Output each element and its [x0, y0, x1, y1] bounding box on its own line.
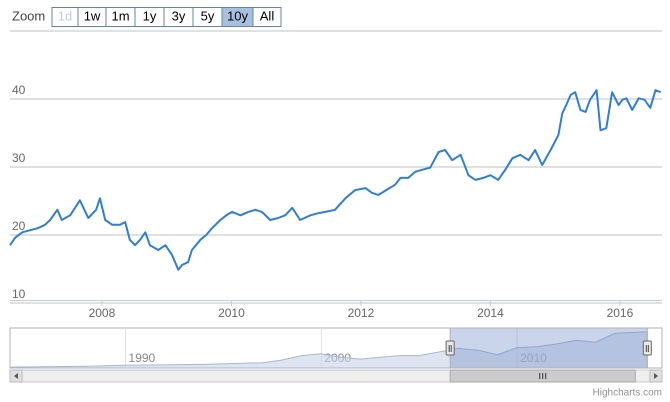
y-tick-label: 10: [12, 287, 26, 301]
price-line: [9, 89, 662, 271]
zoom-button[interactable]: 3y: [163, 7, 194, 27]
x-tick-label: 2010: [218, 306, 245, 320]
navigator-handle[interactable]: [642, 340, 652, 356]
navigator-selection[interactable]: [449, 327, 648, 369]
zoom-button[interactable]: 5y: [192, 7, 223, 27]
zoom-button-label: 1d: [58, 8, 72, 23]
zoom-button[interactable]: 1w: [77, 7, 107, 27]
zoom-button-label[interactable]: 1w: [84, 8, 101, 23]
y-tick-label: 20: [12, 219, 26, 233]
zoom-button-label[interactable]: 10y: [227, 8, 248, 23]
credits[interactable]: Highcharts.com: [593, 388, 662, 399]
navigator: 199020002010: [9, 327, 663, 369]
zoom-button-label[interactable]: 1m: [111, 8, 129, 23]
zoom-button[interactable]: 1y: [134, 7, 165, 27]
navigator-handle[interactable]: [445, 340, 455, 356]
x-tick-label: 2016: [607, 306, 634, 320]
main-plot: 10 20 30 40 2008 2010 2012 2014 2016: [9, 83, 662, 320]
range-selector: Zoom 1d 1w 1m 1y 3y 5y 10y All: [12, 7, 282, 27]
zoom-button-label[interactable]: 1y: [143, 8, 157, 23]
zoom-button-label[interactable]: 5y: [201, 8, 215, 23]
zoom-button-label[interactable]: All: [260, 8, 275, 23]
y-tick-label: 30: [12, 151, 26, 165]
zoom-button[interactable]: 10y: [221, 7, 254, 27]
zoom-button-label[interactable]: 3y: [172, 8, 186, 23]
navigator-x-tick-label: 1990: [129, 351, 156, 365]
x-tick-label: 2008: [89, 306, 116, 320]
zoom-button[interactable]: All: [252, 7, 282, 27]
zoom-button: 1d: [51, 7, 79, 27]
x-tick-label: 2012: [348, 306, 375, 320]
scroll-left-arrow: [14, 373, 18, 379]
scroll-right-arrow: [654, 373, 658, 379]
zoom-button[interactable]: 1m: [105, 7, 136, 27]
zoom-button-box[interactable]: [252, 7, 282, 27]
y-tick-label: 40: [12, 83, 26, 97]
x-tick-label: 2014: [477, 306, 504, 320]
scrollbar-thumb[interactable]: [449, 369, 636, 383]
scrollbar[interactable]: [9, 369, 663, 383]
zoom-label: Zoom: [12, 8, 45, 23]
